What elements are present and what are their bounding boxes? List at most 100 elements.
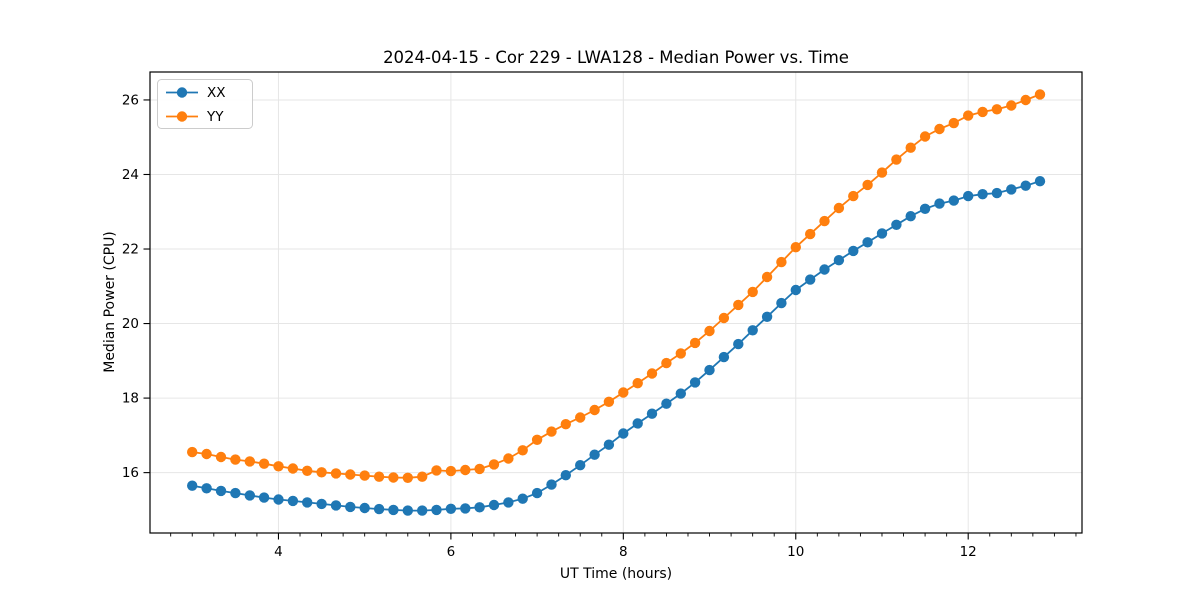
series-yy-marker — [460, 464, 471, 476]
series-yy-marker — [718, 312, 730, 324]
series-yy-marker — [1034, 89, 1046, 100]
x-axis: 4 6 8 10 12 — [170, 533, 1077, 560]
series-xx-marker — [646, 408, 658, 419]
series-yy-marker — [445, 465, 457, 477]
series-yy-marker — [977, 106, 988, 118]
series-xx-marker — [689, 377, 701, 388]
series-xx-marker — [488, 499, 500, 511]
series-yy-marker — [373, 471, 385, 482]
series-xx-marker — [445, 503, 457, 514]
series-xx-marker — [603, 439, 615, 450]
series-yy-marker — [819, 215, 830, 227]
series-yy-marker — [733, 299, 744, 311]
series-yy-marker — [388, 472, 399, 483]
series-xx-marker — [919, 203, 931, 214]
y-tick-label: 16 — [122, 465, 139, 481]
series-yy-marker — [330, 468, 342, 479]
series-yy-marker — [273, 461, 284, 472]
x-tick-label: 10 — [787, 544, 804, 560]
series-xx-line — [192, 180, 1041, 512]
series-yy-marker — [531, 434, 543, 445]
series-xx-marker — [1020, 180, 1031, 191]
series-xx-marker — [215, 485, 227, 497]
series-yy-marker — [905, 142, 916, 153]
series-xx-marker — [517, 493, 528, 504]
series-yy-marker — [244, 456, 255, 467]
series-yy-marker — [891, 154, 902, 165]
series-xx-marker — [359, 502, 370, 514]
series-xx-marker — [531, 487, 543, 499]
series-xx-marker — [201, 483, 212, 494]
series-xx-marker — [632, 418, 643, 429]
series-yy-marker — [575, 412, 586, 423]
series-xx-marker — [805, 274, 816, 285]
series-yy-marker — [618, 387, 629, 398]
series-yy — [187, 89, 1046, 483]
series-yy-marker — [1020, 94, 1031, 106]
series-yy-marker — [560, 419, 571, 430]
plot-dynamic-root: 4 6 8 10 12 16 18 20 22 24 26 XX YY — [122, 71, 1083, 560]
plot-area-border — [149, 71, 1083, 534]
series-xx-marker — [977, 189, 988, 200]
y-tick-label: 22 — [122, 242, 139, 258]
legend-box — [157, 79, 253, 129]
series-xx-marker — [575, 460, 586, 471]
series-yy-marker — [474, 463, 485, 475]
series-yy-marker — [747, 286, 758, 298]
series-xx-marker — [848, 245, 859, 257]
series-xx-marker — [417, 505, 428, 516]
series-yy-marker — [963, 110, 974, 121]
series-xx-marker — [546, 479, 557, 490]
series-yy-marker — [359, 470, 370, 481]
series-yy-marker — [790, 242, 801, 253]
series-xx-marker — [503, 497, 514, 508]
series-yy-marker — [675, 348, 686, 359]
series-yy-marker — [546, 426, 557, 437]
series-xx-marker — [187, 480, 198, 491]
series-xx-marker — [934, 198, 945, 209]
series-xx-marker — [761, 311, 773, 322]
series-xx-marker — [1006, 184, 1017, 195]
series-yy-marker — [689, 337, 701, 349]
x-tick-label: 6 — [447, 544, 456, 560]
series-xx-marker — [661, 398, 672, 409]
series-yy-marker — [589, 404, 600, 416]
series-xx-marker — [474, 502, 485, 513]
series-yy-marker — [230, 454, 241, 465]
series-xx-marker — [618, 428, 629, 439]
series-xx-marker — [790, 284, 801, 296]
series-xx-marker — [704, 364, 715, 376]
series-yy-marker — [345, 469, 356, 480]
x-axis-label: UT Time (hours) — [560, 566, 672, 582]
series-xx-marker — [316, 498, 327, 510]
series-xx-marker — [402, 505, 413, 516]
series-xx-marker — [833, 255, 845, 266]
series-xx-marker — [747, 325, 758, 336]
series-yy-marker — [187, 446, 198, 458]
series-yy-marker — [704, 325, 715, 337]
series-yy-marker — [417, 471, 428, 482]
series-xx-marker — [345, 501, 356, 513]
series-xx-marker — [675, 388, 686, 399]
series-xx-marker — [891, 219, 902, 230]
y-axis-label: Median Power (CPU) — [102, 231, 118, 373]
series-xx-marker — [905, 211, 916, 222]
series-yy-marker — [848, 190, 859, 202]
series-yy-marker — [805, 228, 816, 240]
series-xx-marker — [560, 470, 571, 481]
series-xx-marker — [718, 351, 730, 363]
x-tick-label: 12 — [960, 544, 977, 560]
series-yy-marker — [934, 123, 945, 135]
series-yy-marker — [632, 378, 643, 389]
y-tick-label: 26 — [122, 92, 139, 108]
series-yy-marker — [287, 463, 299, 474]
series-yy-marker — [603, 396, 615, 407]
series-yy-marker — [316, 467, 327, 478]
series-xx-marker — [776, 297, 787, 309]
legend-entry-label: YY — [206, 109, 224, 125]
series-yy-marker — [1006, 100, 1017, 111]
x-tick-label: 8 — [619, 544, 628, 560]
series-yy-marker — [201, 448, 212, 460]
